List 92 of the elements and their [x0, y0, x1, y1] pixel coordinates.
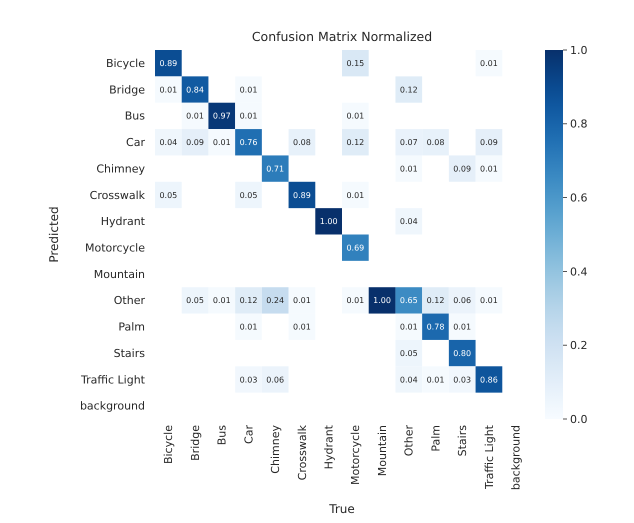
x-tick-label: Hydrant: [322, 424, 336, 470]
data-label: 0.07: [400, 138, 418, 148]
data-label: 0.04: [400, 375, 418, 384]
data-label: 0.01: [159, 85, 178, 94]
color-bar-label: 0.6: [570, 191, 588, 204]
data-label: 0.03: [240, 375, 258, 384]
data-label: 0.01: [346, 190, 364, 200]
x-tick-label: Chimney: [269, 424, 282, 474]
data-label: 0.09: [453, 164, 472, 174]
y-tick-label: Car: [126, 136, 146, 150]
data-label: 0.01: [293, 322, 311, 332]
data-label: 0.12: [346, 138, 364, 148]
data-label: 0.08: [293, 138, 311, 148]
y-tick-label: Crosswalk: [90, 188, 146, 202]
data-label: 0.86: [480, 375, 498, 384]
data-label: 0.01: [186, 112, 204, 121]
y-tick-label: Bridge: [109, 83, 146, 96]
y-tick-label: Bus: [124, 110, 146, 123]
data-label: 0.01: [480, 296, 498, 306]
x-tick-label: Palm: [429, 425, 442, 452]
data-label: 0.01: [400, 322, 418, 332]
data-label: 0.01: [212, 138, 231, 148]
y-tick-label: background: [80, 400, 145, 413]
data-label: 0.01: [426, 375, 444, 384]
data-label: 0.12: [426, 296, 444, 306]
data-label: 0.03: [453, 375, 472, 384]
data-label: 0.01: [346, 296, 364, 306]
data-label: 0.69: [346, 243, 364, 252]
data-label: 0.12: [400, 85, 418, 94]
data-label: 0.04: [400, 217, 418, 226]
data-label: 0.01: [212, 296, 231, 306]
x-tick-label: Traffic Light: [482, 424, 496, 490]
y-tick-label: Motorcycle: [85, 242, 146, 255]
y-tick-label: Hydrant: [100, 215, 146, 228]
data-label: 0.97: [212, 112, 231, 121]
data-label: 0.01: [400, 164, 418, 174]
y-tick-label: Stairs: [114, 346, 146, 360]
data-label: 0.05: [400, 348, 418, 358]
data-label: 0.08: [426, 138, 444, 148]
x-tick-label: Other: [402, 424, 416, 456]
data-label: 0.05: [186, 296, 204, 306]
data-label: 0.04: [159, 138, 178, 148]
data-label: 0.76: [240, 138, 258, 148]
data-label: 0.01: [480, 164, 498, 174]
x-tick-label: Mountain: [376, 424, 389, 476]
color-bar-label: 0.4: [570, 265, 588, 278]
data-label: 0.01: [240, 112, 258, 121]
data-label: 0.01: [453, 322, 472, 332]
data-label: 0.12: [240, 296, 258, 306]
color-bar-label: 1.0: [570, 44, 588, 57]
data-label: 0.24: [266, 296, 284, 306]
x-tick-label: Motorcycle: [349, 424, 362, 485]
data-label: 0.84: [186, 85, 204, 94]
data-label: 0.05: [159, 190, 178, 200]
data-label: 0.89: [293, 190, 311, 200]
data-label: 0.65: [400, 296, 418, 306]
data-label: 0.89: [159, 58, 178, 68]
x-tick-label: Bicycle: [162, 424, 176, 464]
color-bar-label: 0.0: [570, 412, 588, 426]
color-bar-label: 0.8: [570, 118, 588, 131]
data-label: 0.01: [240, 322, 258, 332]
data-label: 0.78: [426, 322, 444, 332]
data-label: 0.01: [240, 85, 258, 94]
data-label: 0.01: [346, 112, 364, 121]
data-label: 1.00: [373, 296, 391, 306]
chart-title: Confusion Matrix Normalized: [252, 29, 432, 44]
x-tick-label: Crosswalk: [296, 424, 309, 480]
x-tick-label: Car: [242, 424, 256, 444]
y-axis-title: Predicted: [47, 206, 61, 263]
x-tick-label: Stairs: [456, 424, 470, 456]
y-tick-label: Mountain: [94, 268, 146, 281]
x-tick-label: background: [509, 425, 522, 490]
data-label: 0.80: [453, 348, 472, 358]
y-tick-label: Other: [114, 294, 146, 308]
data-label: 0.05: [240, 190, 258, 200]
data-label: 0.01: [480, 58, 498, 68]
color-bar-label: 0.2: [570, 339, 588, 352]
data-label: 0.09: [186, 138, 204, 148]
data-label: 0.06: [453, 296, 472, 306]
data-label: 0.06: [266, 375, 284, 384]
x-axis-title: True: [328, 502, 355, 516]
data-label: 0.01: [293, 296, 311, 306]
data-label: 0.09: [480, 138, 498, 148]
data-label: 1.00: [320, 217, 338, 226]
y-tick-label: Palm: [118, 320, 145, 334]
y-tick-label: Chimney: [96, 162, 146, 176]
data-label: 0.71: [266, 164, 284, 174]
x-tick-label: Bus: [216, 424, 229, 446]
y-tick-label: Bicycle: [106, 57, 146, 70]
x-tick-label: Bridge: [188, 424, 202, 461]
y-tick-label: Traffic Light: [80, 373, 146, 386]
data-label: 0.15: [346, 58, 364, 68]
